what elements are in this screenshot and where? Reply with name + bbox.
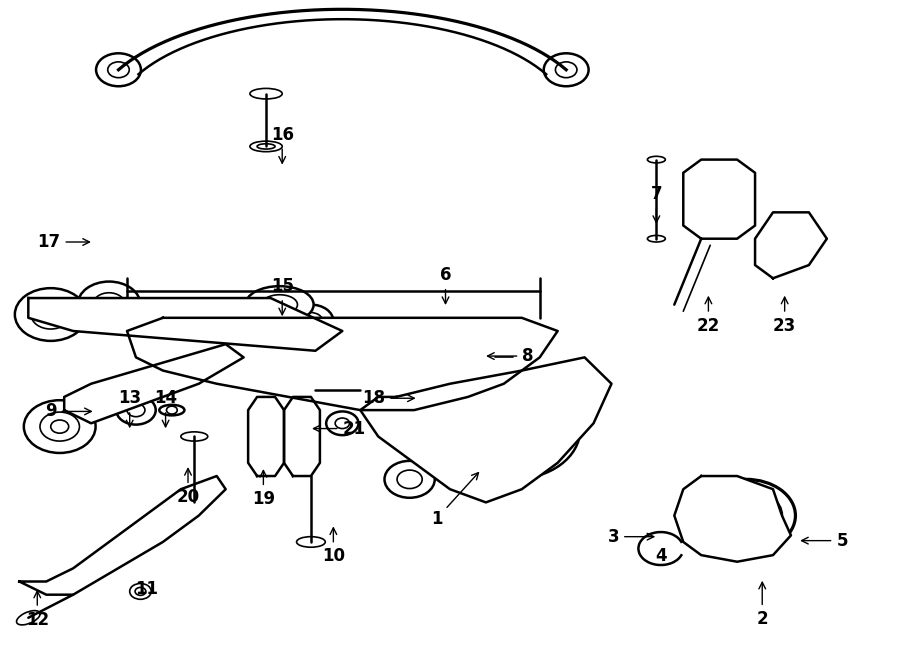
- Text: 9: 9: [45, 402, 91, 420]
- Text: 2: 2: [756, 582, 768, 628]
- Ellipse shape: [697, 479, 796, 552]
- Polygon shape: [683, 160, 755, 239]
- Ellipse shape: [14, 288, 86, 341]
- Ellipse shape: [181, 432, 208, 441]
- Text: 19: 19: [252, 471, 274, 508]
- Polygon shape: [284, 397, 319, 476]
- Text: 16: 16: [271, 126, 293, 163]
- Polygon shape: [127, 318, 558, 410]
- Ellipse shape: [297, 537, 325, 547]
- Text: 7: 7: [651, 185, 662, 222]
- Text: 23: 23: [773, 297, 796, 335]
- Text: 22: 22: [697, 297, 720, 335]
- Polygon shape: [64, 344, 244, 423]
- Text: 6: 6: [440, 266, 451, 304]
- Ellipse shape: [340, 376, 380, 405]
- Ellipse shape: [289, 305, 333, 338]
- Circle shape: [446, 381, 580, 479]
- Text: 21: 21: [313, 420, 365, 438]
- Ellipse shape: [96, 53, 141, 86]
- Polygon shape: [28, 298, 342, 351]
- Text: 15: 15: [271, 277, 293, 315]
- Text: 1: 1: [431, 473, 479, 528]
- Text: 12: 12: [26, 591, 49, 629]
- Text: 4: 4: [655, 547, 667, 565]
- Ellipse shape: [250, 89, 283, 99]
- Text: 3: 3: [608, 528, 653, 545]
- Text: 18: 18: [362, 389, 414, 407]
- Circle shape: [130, 583, 151, 599]
- Text: 5: 5: [802, 532, 848, 549]
- Ellipse shape: [384, 461, 435, 498]
- Ellipse shape: [326, 411, 358, 435]
- Polygon shape: [755, 213, 827, 278]
- Text: 8: 8: [488, 347, 534, 365]
- Ellipse shape: [16, 610, 40, 625]
- Ellipse shape: [23, 401, 95, 453]
- Polygon shape: [248, 397, 284, 476]
- Text: 14: 14: [154, 389, 177, 427]
- Ellipse shape: [77, 281, 140, 328]
- Ellipse shape: [250, 141, 283, 152]
- Text: 11: 11: [135, 581, 158, 598]
- Ellipse shape: [181, 498, 208, 507]
- Ellipse shape: [544, 53, 589, 86]
- Circle shape: [116, 396, 156, 424]
- Ellipse shape: [488, 351, 520, 364]
- Text: 20: 20: [176, 469, 200, 506]
- Text: 17: 17: [38, 233, 89, 251]
- Ellipse shape: [159, 405, 184, 415]
- Ellipse shape: [246, 286, 313, 323]
- Polygon shape: [19, 476, 226, 594]
- Text: 13: 13: [118, 389, 141, 427]
- Text: 10: 10: [322, 528, 345, 565]
- Polygon shape: [360, 357, 611, 502]
- Polygon shape: [674, 476, 791, 562]
